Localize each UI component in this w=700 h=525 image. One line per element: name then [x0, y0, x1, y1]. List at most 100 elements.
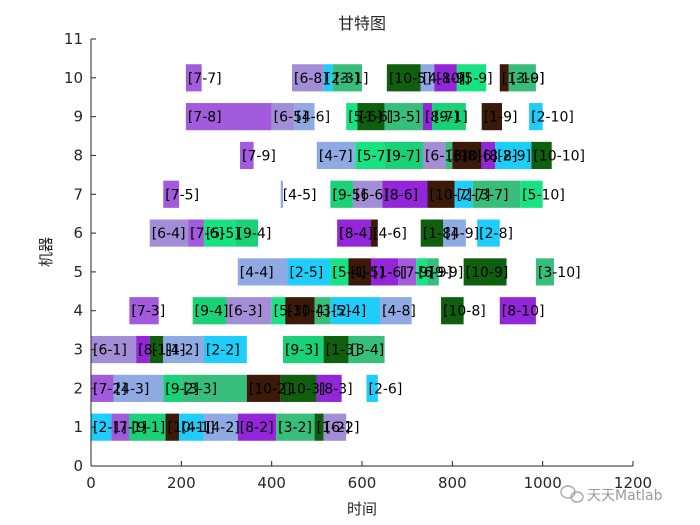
- gantt-bar: [291, 64, 324, 92]
- gantt-bar: [330, 258, 349, 286]
- gantt-bar: [240, 141, 254, 170]
- gantt-bar-label: [10-2]: [249, 381, 292, 397]
- gantt-bar: [481, 103, 503, 131]
- gantt-bar-label: [5-6]: [348, 110, 382, 126]
- gantt-bar: [280, 374, 317, 402]
- gantt-bar: [323, 335, 349, 364]
- gantt-bar: [163, 180, 180, 208]
- gantt-bar: [280, 180, 283, 208]
- gantt-bar: [129, 413, 166, 441]
- plot-area: [2-1][7-1][9-1] [10-1][4-1][4-2] [8-2] [3-2…: [64, 30, 652, 492]
- x-tick-label: 1200: [614, 474, 652, 492]
- wechat-icon: [560, 485, 584, 503]
- gantt-bar-label: [7-3]: [131, 304, 165, 320]
- y-tick-label: 1: [73, 418, 83, 436]
- gantt-bar: [203, 335, 247, 364]
- gantt-bar: [179, 413, 204, 441]
- gantt-bar-label: [2-7]: [457, 187, 491, 203]
- y-tick-label: 5: [73, 263, 83, 281]
- gantt-bar: [271, 297, 286, 325]
- gantt-bar-label: [3-2]: [278, 420, 312, 436]
- gantt-bar-label: [3-5]: [387, 110, 421, 126]
- gantt-bar-label: [3-8]: [448, 148, 482, 164]
- gantt-bar: [508, 64, 536, 92]
- gantt-bar-label: [4-4]: [240, 265, 274, 281]
- gantt-bar-label: [8-4]: [339, 226, 373, 242]
- gantt-bar-label: [10-10]: [533, 148, 585, 164]
- gantt-bar: [427, 258, 439, 286]
- x-tick-label: 0: [86, 474, 96, 492]
- gantt-bar: [441, 297, 464, 325]
- gantt-bar: [285, 297, 315, 325]
- gantt-bar-label: [2-9]: [497, 148, 531, 164]
- gantt-bar: [420, 219, 444, 247]
- watermark-text: 天天Matlab: [587, 488, 663, 504]
- x-tick-label: 200: [167, 474, 196, 492]
- gantt-bar-label: [4-2]: [165, 343, 199, 359]
- gantt-bar: [357, 103, 385, 131]
- gantt-bar-label: [1-5]: [350, 265, 384, 281]
- gantt-bar: [371, 219, 378, 247]
- gantt-bar: [181, 374, 247, 402]
- gantt-bar: [346, 103, 358, 131]
- gantt-bar: [136, 335, 150, 364]
- gantt-bar: [384, 103, 423, 131]
- gantt-bar-label: [4-8]: [382, 304, 416, 320]
- gantt-bar-label: [8-7]: [425, 110, 459, 126]
- gantt-bar: [203, 219, 236, 247]
- gantt-bar-label: [3-10]: [538, 265, 581, 281]
- gantt-bar: [416, 258, 428, 286]
- gantt-bar-label: [6-8]: [294, 71, 328, 87]
- gantt-bar-label: [3-7]: [475, 187, 509, 203]
- gantt-bar: [382, 180, 428, 208]
- gantt-bar: [294, 103, 315, 131]
- gantt-bar: [348, 258, 372, 286]
- gantt-bar: [282, 335, 324, 364]
- gantt-bar: [111, 413, 130, 441]
- gantt-bar-label: [1-1]: [152, 343, 186, 359]
- gantt-bar-label: [9-4]: [238, 226, 272, 242]
- gantt-bar: [535, 258, 554, 286]
- gantt-bar: [380, 297, 412, 325]
- gantt-bar-label: [6-6]: [355, 187, 389, 203]
- gantt-bar: [348, 335, 385, 364]
- gantt-bar-label: [9-7]: [387, 148, 421, 164]
- gantt-bar-label: [5-10]: [522, 187, 565, 203]
- gantt-bar-label: [8-2]: [240, 420, 274, 436]
- gantt-bar-label: [7-9]: [400, 265, 434, 281]
- gantt-bar-label: [2-2]: [206, 343, 240, 359]
- gantt-bar: [420, 64, 435, 92]
- gantt-bar: [520, 180, 543, 208]
- gantt-bar: [481, 141, 496, 170]
- gantt-bar-label: [4-7]: [319, 148, 353, 164]
- gantt-bar: [185, 64, 202, 92]
- y-tick-label: 4: [73, 302, 83, 320]
- gantt-bar-label: [3-1]: [335, 71, 369, 87]
- gantt-bar: [427, 180, 455, 208]
- gantt-bar-label: [9-5]: [332, 187, 366, 203]
- gantt-bar: [316, 141, 356, 170]
- gantt-bar-label: [2-8]: [479, 226, 513, 242]
- gantt-bar-label: [5-7]: [357, 148, 391, 164]
- gantt-bar-label: [8-3]: [319, 381, 353, 397]
- gantt-bar-label: [2-4]: [332, 304, 366, 320]
- gantt-bar: [434, 64, 457, 92]
- gantt-bar-label: [2-10]: [531, 110, 574, 126]
- gantt-bar: [237, 413, 277, 441]
- gantt-bar-label: [7-9]: [242, 148, 276, 164]
- gantt-bar: [366, 374, 378, 402]
- gantt-bar-label: [10-4]: [287, 304, 330, 320]
- gantt-bar-label: [4-5]: [283, 187, 317, 203]
- gantt-bar-label: [4-2]: [206, 420, 240, 436]
- gantt-bar: [472, 180, 521, 208]
- gantt-bar-label: [1-8]: [423, 226, 457, 242]
- gantt-bar-label: [9-3]: [285, 343, 319, 359]
- gantt-bar: [422, 141, 446, 170]
- gantt-bar: [386, 64, 421, 92]
- gantt-bar: [323, 413, 347, 441]
- y-tick-label: 0: [73, 457, 83, 475]
- gantt-bar-label: [7-6]: [190, 226, 224, 242]
- gantt-bar-label: [8-9]: [436, 71, 470, 87]
- gantt-bar-label: [8-8]: [484, 148, 518, 164]
